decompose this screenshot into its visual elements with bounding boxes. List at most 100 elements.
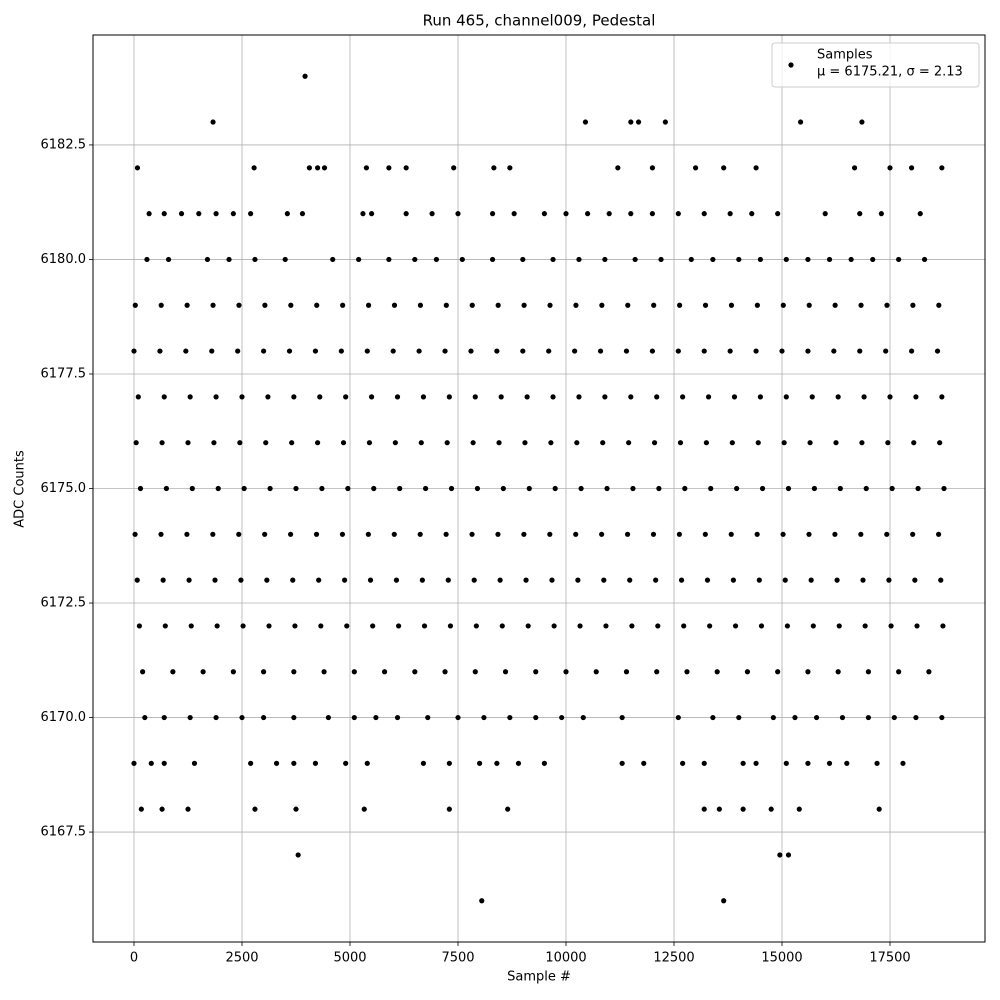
x-tick-label: 10000 <box>545 951 586 966</box>
point <box>390 348 396 354</box>
point <box>863 485 869 492</box>
point <box>870 256 876 263</box>
point <box>370 623 376 629</box>
point <box>836 623 842 629</box>
point <box>386 256 392 263</box>
point <box>807 440 813 446</box>
point <box>629 623 635 629</box>
point <box>161 211 167 217</box>
point <box>580 714 586 721</box>
point <box>445 577 451 583</box>
point <box>675 714 681 721</box>
point <box>159 806 165 812</box>
point <box>884 302 890 308</box>
point <box>701 211 707 217</box>
point <box>391 531 397 537</box>
point <box>655 623 661 629</box>
point <box>491 165 497 171</box>
point <box>367 577 374 583</box>
point <box>291 394 297 400</box>
point <box>635 119 642 125</box>
point <box>676 531 683 537</box>
point <box>602 256 608 263</box>
point <box>732 623 739 629</box>
x-tick-label: 0 <box>130 951 138 966</box>
point <box>187 714 193 721</box>
point <box>392 440 398 446</box>
point <box>131 760 137 766</box>
point <box>937 440 943 446</box>
point <box>288 302 294 308</box>
point <box>572 348 578 354</box>
y-tick-label: 6182.5 <box>41 137 87 152</box>
y-tick-label: 6180.0 <box>41 252 87 267</box>
point <box>577 623 583 629</box>
point <box>497 577 503 583</box>
point <box>502 669 509 675</box>
point <box>284 211 290 217</box>
point <box>134 165 141 171</box>
point <box>162 623 168 629</box>
point <box>386 165 392 171</box>
point <box>314 165 321 171</box>
point <box>340 440 347 446</box>
point <box>313 531 320 537</box>
point <box>887 394 893 400</box>
point <box>262 531 268 537</box>
point <box>887 165 893 171</box>
point <box>187 394 193 400</box>
point <box>678 577 685 583</box>
point <box>422 485 429 492</box>
point <box>796 806 802 812</box>
point <box>731 394 738 400</box>
point <box>857 348 863 354</box>
point <box>784 623 791 629</box>
point <box>912 577 918 583</box>
point <box>857 211 863 217</box>
point <box>549 577 555 583</box>
point <box>282 256 288 263</box>
point <box>585 211 591 217</box>
point <box>782 577 788 583</box>
point <box>936 302 942 308</box>
point <box>831 348 837 354</box>
point <box>806 302 812 308</box>
point <box>806 531 812 537</box>
point <box>632 256 638 263</box>
point <box>627 577 633 583</box>
point <box>913 394 919 400</box>
point <box>891 714 897 721</box>
point <box>241 485 247 492</box>
point <box>777 852 783 858</box>
point <box>140 669 146 675</box>
point <box>210 119 216 125</box>
point <box>702 302 709 308</box>
point <box>214 623 220 629</box>
point <box>417 302 424 308</box>
point <box>805 760 811 766</box>
point <box>252 806 258 812</box>
point <box>489 256 496 263</box>
point <box>489 211 496 217</box>
point <box>251 165 257 171</box>
point <box>470 440 476 446</box>
y-tick-label: 6170.0 <box>41 710 87 725</box>
point <box>851 165 858 171</box>
point <box>429 211 435 217</box>
point <box>520 256 526 263</box>
point <box>878 211 884 217</box>
point <box>757 394 764 400</box>
point <box>837 485 843 492</box>
point <box>654 669 660 675</box>
point <box>874 760 880 766</box>
point <box>191 760 198 766</box>
point <box>677 440 684 446</box>
point <box>653 577 659 583</box>
point <box>204 256 211 263</box>
point <box>524 394 530 400</box>
point <box>237 440 243 446</box>
point <box>236 302 242 308</box>
point <box>754 302 760 308</box>
point <box>391 302 398 308</box>
